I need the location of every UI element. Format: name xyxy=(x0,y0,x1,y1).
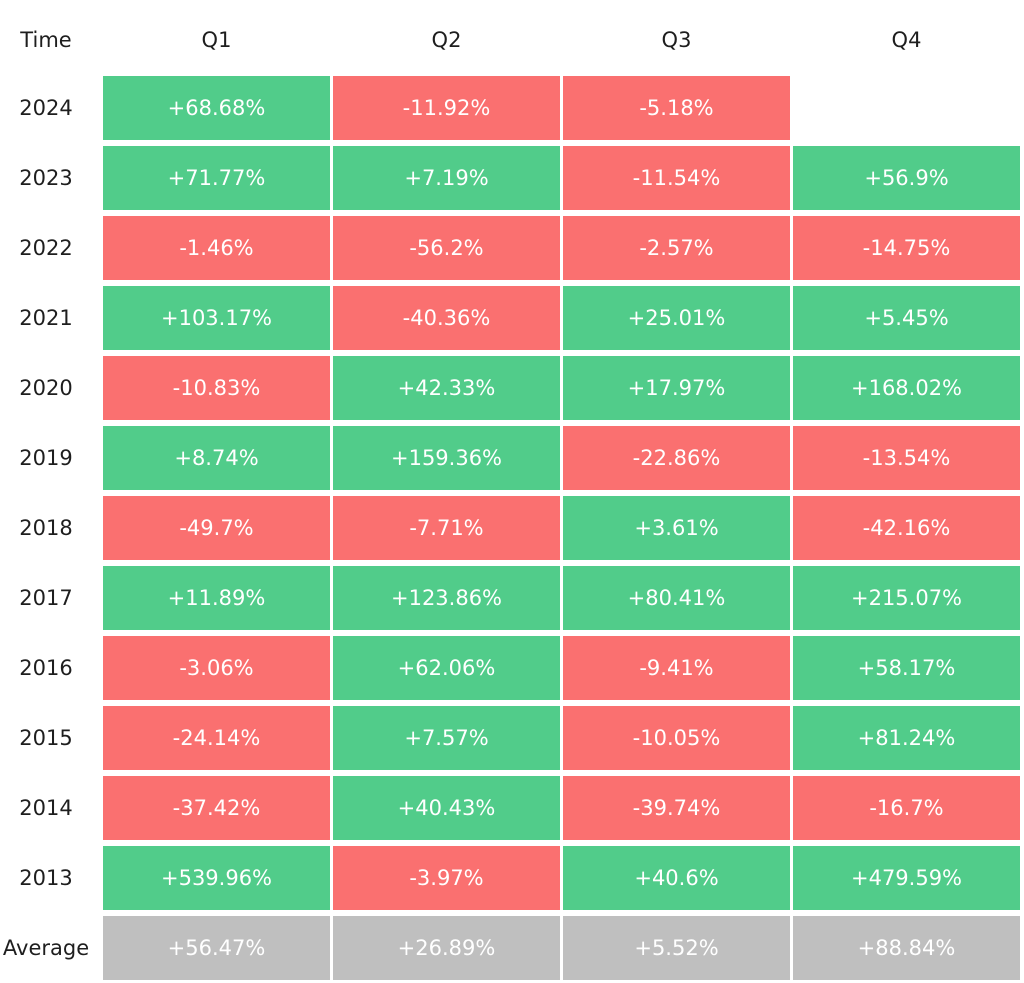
cell-2023-q3: -11.54% xyxy=(563,146,790,210)
cell-2016-q2: +62.06% xyxy=(333,636,560,700)
year-label-2019: 2019 xyxy=(19,446,73,470)
cell-2020-q2: +42.33% xyxy=(333,356,560,420)
cell-2016-q3: -9.41% xyxy=(563,636,790,700)
year-label-2017: 2017 xyxy=(19,586,73,610)
cell-2014-q1: -37.42% xyxy=(103,776,330,840)
cell-2015-q4: +81.24% xyxy=(793,706,1020,770)
cell-2019-q1: +8.74% xyxy=(103,426,330,490)
cell-2013-q1: +539.96% xyxy=(103,846,330,910)
cell-2023-q4: +56.9% xyxy=(793,146,1020,210)
average-cell-q4: +88.84% xyxy=(793,916,1020,980)
cell-2023-q2: +7.19% xyxy=(333,146,560,210)
cell-2024-q2: -11.92% xyxy=(333,76,560,140)
cell-2017-q4: +215.07% xyxy=(793,566,1020,630)
cell-2021-q3: +25.01% xyxy=(563,286,790,350)
cell-2018-q2: -7.71% xyxy=(333,496,560,560)
average-cell-q3: +5.52% xyxy=(563,916,790,980)
cell-2015-q3: -10.05% xyxy=(563,706,790,770)
year-label-2020: 2020 xyxy=(19,376,73,400)
cell-2017-q2: +123.86% xyxy=(333,566,560,630)
year-label-2013: 2013 xyxy=(19,866,73,890)
column-header-q1: Q1 xyxy=(201,28,232,52)
cell-2020-q1: -10.83% xyxy=(103,356,330,420)
cell-2014-q2: +40.43% xyxy=(333,776,560,840)
cell-2015-q2: +7.57% xyxy=(333,706,560,770)
cell-2015-q1: -24.14% xyxy=(103,706,330,770)
year-label-2023: 2023 xyxy=(19,166,73,190)
cell-2016-q4: +58.17% xyxy=(793,636,1020,700)
cell-2021-q1: +103.17% xyxy=(103,286,330,350)
cell-2013-q3: +40.6% xyxy=(563,846,790,910)
cell-2024-q3: -5.18% xyxy=(563,76,790,140)
cell-2017-q3: +80.41% xyxy=(563,566,790,630)
cell-2013-q4: +479.59% xyxy=(793,846,1020,910)
cell-2021-q4: +5.45% xyxy=(793,286,1020,350)
cell-2018-q3: +3.61% xyxy=(563,496,790,560)
cell-2021-q2: -40.36% xyxy=(333,286,560,350)
column-header-q3: Q3 xyxy=(661,28,692,52)
cell-2022-q3: -2.57% xyxy=(563,216,790,280)
cell-2022-q2: -56.2% xyxy=(333,216,560,280)
time-header: Time xyxy=(20,28,72,52)
average-row-label: Average xyxy=(2,936,90,960)
cell-2023-q1: +71.77% xyxy=(103,146,330,210)
year-label-2021: 2021 xyxy=(19,306,73,330)
year-label-2016: 2016 xyxy=(19,656,73,680)
average-cell-q1: +56.47% xyxy=(103,916,330,980)
cell-2020-q3: +17.97% xyxy=(563,356,790,420)
average-cell-q2: +26.89% xyxy=(333,916,560,980)
cell-2014-q4: -16.7% xyxy=(793,776,1020,840)
cell-2016-q1: -3.06% xyxy=(103,636,330,700)
column-header-q4: Q4 xyxy=(891,28,922,52)
cell-2022-q1: -1.46% xyxy=(103,216,330,280)
column-header-q2: Q2 xyxy=(431,28,462,52)
year-label-2015: 2015 xyxy=(19,726,73,750)
cell-2018-q1: -49.7% xyxy=(103,496,330,560)
year-label-2022: 2022 xyxy=(19,236,73,260)
cell-2024-q1: +68.68% xyxy=(103,76,330,140)
cell-2019-q3: -22.86% xyxy=(563,426,790,490)
cell-2013-q2: -3.97% xyxy=(333,846,560,910)
cell-2019-q2: +159.36% xyxy=(333,426,560,490)
year-label-2018: 2018 xyxy=(19,516,73,540)
cell-2014-q3: -39.74% xyxy=(563,776,790,840)
year-label-2014: 2014 xyxy=(19,796,73,820)
year-label-2024: 2024 xyxy=(19,96,73,120)
cell-2017-q1: +11.89% xyxy=(103,566,330,630)
cell-2019-q4: -13.54% xyxy=(793,426,1020,490)
cell-2020-q4: +168.02% xyxy=(793,356,1020,420)
cell-2018-q4: -42.16% xyxy=(793,496,1020,560)
cell-2022-q4: -14.75% xyxy=(793,216,1020,280)
